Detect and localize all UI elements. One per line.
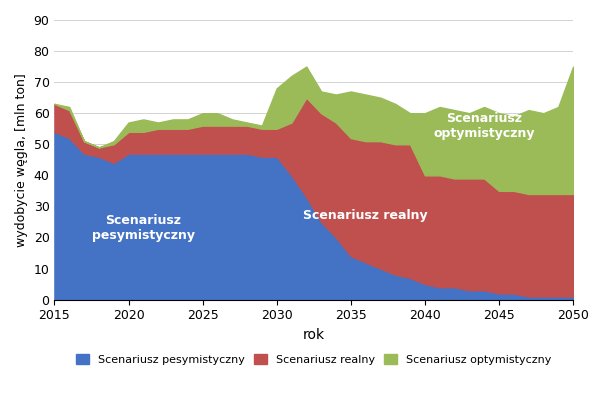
Text: Scenariusz
pesymistyczny: Scenariusz pesymistyczny — [92, 214, 195, 242]
X-axis label: rok: rok — [303, 328, 325, 342]
Text: Scenariusz
optymistyczny: Scenariusz optymistyczny — [434, 112, 535, 140]
Text: Scenariusz realny: Scenariusz realny — [303, 209, 428, 222]
Legend: Scenariusz pesymistyczny, Scenariusz realny, Scenariusz optymistyczny: Scenariusz pesymistyczny, Scenariusz rea… — [71, 350, 556, 369]
Y-axis label: wydobycie węgla, [mln ton]: wydobycie węgla, [mln ton] — [15, 73, 28, 247]
